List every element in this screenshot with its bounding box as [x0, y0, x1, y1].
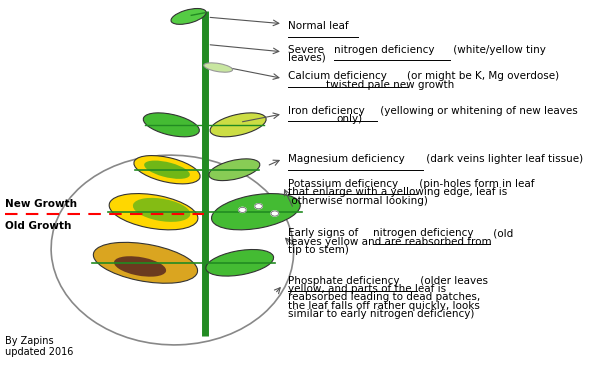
Text: leaves): leaves): [288, 53, 326, 63]
Text: Magnesium deficiency: Magnesium deficiency: [288, 154, 405, 164]
Text: yellow, and parts of the leaf is: yellow, and parts of the leaf is: [288, 284, 446, 294]
Ellipse shape: [210, 113, 266, 137]
Text: twisted pale new growth: twisted pale new growth: [326, 80, 454, 89]
Ellipse shape: [143, 113, 199, 137]
Text: Iron deficiency: Iron deficiency: [288, 106, 365, 116]
Text: reabsorbed leading to dead patches,: reabsorbed leading to dead patches,: [288, 292, 481, 302]
Ellipse shape: [94, 242, 197, 283]
Text: tip to stem): tip to stem): [288, 245, 349, 255]
Text: Old Growth: Old Growth: [5, 221, 72, 231]
Text: Early signs of: Early signs of: [288, 228, 362, 238]
Text: Potassium deficiency: Potassium deficiency: [288, 179, 398, 189]
Text: the leaf falls off rather quickly, looks: the leaf falls off rather quickly, looks: [288, 301, 480, 311]
Text: (or might be K, Mg overdose): (or might be K, Mg overdose): [407, 71, 559, 81]
Text: (old: (old: [490, 228, 513, 238]
Text: By Zapins
updated 2016: By Zapins updated 2016: [5, 336, 74, 357]
Text: (pin-holes form in leaf: (pin-holes form in leaf: [416, 179, 535, 189]
Text: nitrogen deficiency: nitrogen deficiency: [334, 45, 434, 54]
Ellipse shape: [144, 161, 190, 179]
Text: Normal leaf: Normal leaf: [288, 21, 349, 31]
Ellipse shape: [109, 193, 198, 230]
Text: Severe: Severe: [288, 45, 328, 54]
Text: nitrogen deficiency: nitrogen deficiency: [373, 228, 474, 238]
Text: otherwise normal looking): otherwise normal looking): [288, 196, 428, 205]
Text: only): only): [337, 114, 363, 124]
Ellipse shape: [204, 63, 233, 72]
Text: that enlarge with a yellowing edge, leaf is: that enlarge with a yellowing edge, leaf…: [288, 187, 508, 197]
Circle shape: [271, 211, 278, 216]
Text: Calcium deficiency: Calcium deficiency: [288, 71, 391, 81]
Text: similar to early nitrogen deficiency): similar to early nitrogen deficiency): [288, 309, 475, 319]
Text: (white/yellow tiny: (white/yellow tiny: [450, 45, 546, 54]
Circle shape: [239, 207, 246, 212]
Ellipse shape: [206, 250, 274, 276]
Text: (older leaves: (older leaves: [418, 276, 488, 285]
Ellipse shape: [114, 256, 166, 277]
Ellipse shape: [171, 8, 206, 24]
Ellipse shape: [133, 198, 190, 222]
Text: Phosphate deficiency: Phosphate deficiency: [288, 276, 400, 285]
Text: (yellowing or whitening of new leaves: (yellowing or whitening of new leaves: [377, 106, 578, 116]
Ellipse shape: [134, 155, 200, 184]
Ellipse shape: [209, 159, 260, 181]
Text: New Growth: New Growth: [5, 199, 77, 210]
Text: leaves yellow and are reabsorbed from: leaves yellow and are reabsorbed from: [288, 237, 492, 246]
Circle shape: [255, 204, 262, 209]
Text: (dark veins lighter leaf tissue): (dark veins lighter leaf tissue): [424, 154, 584, 164]
Ellipse shape: [212, 193, 300, 230]
